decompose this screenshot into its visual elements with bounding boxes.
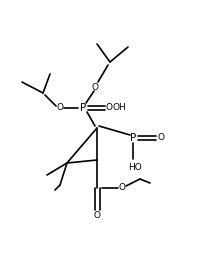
Text: O: O — [158, 133, 164, 143]
Text: P: P — [80, 103, 86, 113]
Text: HO: HO — [128, 163, 142, 171]
Text: O: O — [106, 104, 112, 112]
Text: O: O — [118, 183, 126, 193]
Text: OH: OH — [112, 104, 126, 112]
Text: O: O — [57, 104, 64, 112]
Text: O: O — [92, 82, 98, 92]
Text: P: P — [130, 133, 136, 143]
Text: O: O — [94, 211, 101, 221]
